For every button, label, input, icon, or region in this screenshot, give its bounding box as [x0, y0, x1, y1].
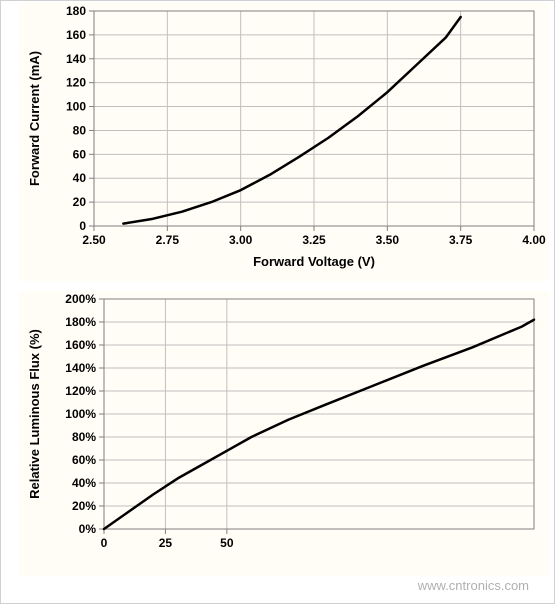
- svg-text:200%: 200%: [65, 292, 96, 306]
- svg-text:3.75: 3.75: [449, 233, 473, 247]
- svg-text:3.25: 3.25: [302, 233, 326, 247]
- svg-text:3.00: 3.00: [229, 233, 253, 247]
- svg-text:2.75: 2.75: [156, 233, 180, 247]
- watermark-text: www.cntronics.com: [418, 578, 529, 593]
- svg-text:160%: 160%: [65, 338, 96, 352]
- svg-text:40%: 40%: [72, 476, 96, 490]
- svg-text:0: 0: [79, 219, 86, 233]
- svg-text:180: 180: [66, 4, 86, 18]
- svg-text:60: 60: [73, 147, 87, 161]
- svg-text:Relative Luminous Flux (%): Relative Luminous Flux (%): [27, 329, 42, 499]
- svg-text:20%: 20%: [72, 499, 96, 513]
- svg-text:140%: 140%: [65, 361, 96, 375]
- svg-text:80: 80: [73, 123, 87, 137]
- svg-text:4.00: 4.00: [522, 233, 546, 247]
- svg-text:100: 100: [66, 100, 86, 114]
- svg-text:50: 50: [220, 536, 234, 550]
- forward-current-voltage-chart: 0 20 40 60 80 100 120 140 160 180 2.50 2.75 3.00 3.25…: [19, 3, 549, 281]
- svg-text:60%: 60%: [72, 453, 96, 467]
- svg-text:40: 40: [73, 171, 87, 185]
- svg-text:3.50: 3.50: [376, 233, 400, 247]
- svg-text:2.50: 2.50: [82, 233, 106, 247]
- svg-text:80%: 80%: [72, 430, 96, 444]
- svg-text:25: 25: [159, 536, 173, 550]
- svg-text:0%: 0%: [79, 522, 97, 536]
- chart1-svg: 0 20 40 60 80 100 120 140 160 180 2.50 2.75 3.00 3.25…: [19, 3, 549, 281]
- svg-text:140: 140: [66, 52, 86, 66]
- svg-text:20: 20: [73, 195, 87, 209]
- luminous-flux-chart: 0% 20% 40% 60% 80% 100% 120% 140% 160% 180% 200% 0 2…: [19, 291, 549, 576]
- svg-text:120%: 120%: [65, 384, 96, 398]
- svg-text:0: 0: [101, 536, 108, 550]
- svg-text:100%: 100%: [65, 407, 96, 421]
- svg-text:160: 160: [66, 28, 86, 42]
- chart2-svg: 0% 20% 40% 60% 80% 100% 120% 140% 160% 180% 200% 0 2…: [19, 291, 549, 576]
- svg-text:Forward Current (mA): Forward Current (mA): [27, 51, 42, 186]
- svg-text:Forward Voltage (V): Forward Voltage (V): [253, 254, 375, 269]
- svg-text:180%: 180%: [65, 315, 96, 329]
- svg-text:120: 120: [66, 76, 86, 90]
